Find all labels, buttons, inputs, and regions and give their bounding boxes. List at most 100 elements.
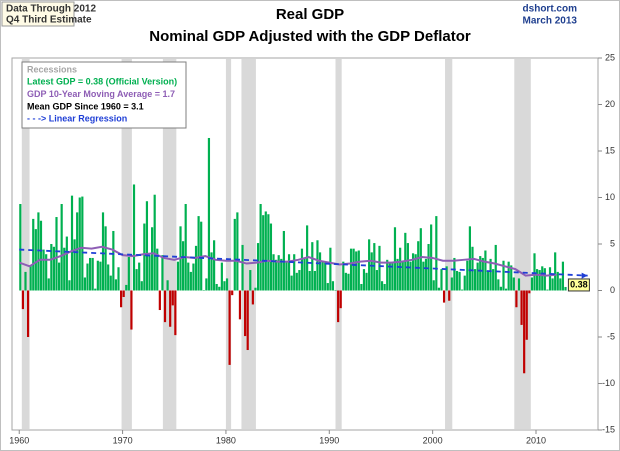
recession-band: [225, 59, 232, 429]
recession-band: [241, 59, 256, 429]
source-line: March 2013: [523, 16, 578, 27]
bar: [316, 240, 319, 291]
bar: [65, 236, 68, 291]
bar: [546, 289, 549, 291]
bar: [442, 290, 446, 303]
bar: [280, 258, 283, 291]
bar: [507, 261, 510, 291]
bar: [466, 260, 469, 291]
bar: [329, 247, 332, 291]
bar: [318, 252, 322, 291]
bar: [293, 254, 296, 291]
bar: [112, 230, 115, 291]
bar: [564, 286, 567, 291]
bar: [450, 277, 453, 291]
bar: [176, 261, 180, 291]
recession-band: [335, 59, 342, 429]
bar: [277, 255, 280, 291]
bar: [300, 248, 304, 291]
legend-entry: - - -> Linear Regression: [27, 114, 127, 124]
bar: [525, 290, 528, 340]
bar: [326, 283, 329, 291]
bar: [256, 243, 260, 291]
bar: [140, 281, 143, 291]
bar: [182, 241, 185, 291]
bar: [156, 248, 159, 291]
bar: [275, 259, 278, 291]
bar: [151, 227, 154, 291]
bar: [489, 258, 492, 291]
bar: [484, 250, 487, 291]
bar: [515, 290, 518, 308]
bar: [355, 251, 358, 291]
bar: [448, 290, 451, 301]
bar: [153, 194, 156, 291]
bar: [533, 253, 536, 291]
y-tick-label: 10: [605, 192, 615, 202]
bar: [344, 272, 347, 291]
bar: [463, 275, 466, 291]
bar: [424, 258, 428, 291]
line: [18, 245, 557, 277]
bar: [334, 290, 337, 291]
bar: [233, 218, 236, 291]
bar: [285, 261, 288, 291]
bar: [476, 262, 479, 291]
bar: [541, 266, 544, 291]
bar: [238, 290, 242, 320]
bar: [481, 257, 484, 291]
bar: [510, 265, 513, 291]
bar: [380, 281, 384, 291]
bar: [109, 275, 112, 291]
bar: [409, 261, 412, 291]
bar: [57, 262, 61, 291]
bar: [502, 260, 505, 291]
bar: [117, 267, 120, 291]
bar: [362, 269, 366, 291]
x-tick-label: 2000: [423, 435, 443, 445]
bar: [349, 248, 353, 291]
bar: [342, 261, 345, 291]
bar: [453, 257, 456, 291]
bar: [101, 212, 105, 291]
bar: [411, 253, 415, 291]
bar: [414, 254, 417, 291]
bar: [187, 262, 190, 291]
bar: [68, 280, 71, 291]
bar: [417, 241, 420, 291]
bar: [419, 228, 422, 291]
bar: [458, 271, 461, 291]
bar: [45, 254, 48, 291]
bar: [437, 287, 440, 291]
bar: [91, 257, 94, 291]
bar: [96, 260, 99, 291]
bar: [246, 290, 249, 351]
bar: [236, 212, 239, 291]
bar: [19, 204, 22, 291]
bar: [551, 278, 554, 291]
bar: [81, 196, 84, 291]
bar: [130, 290, 133, 330]
bar: [538, 270, 541, 291]
bar: [143, 223, 146, 291]
bar: [202, 290, 205, 291]
legend-entry: GDP 10-Year Moving Average = 1.7: [27, 89, 175, 99]
bar: [290, 275, 293, 291]
bar: [370, 252, 373, 291]
legend-box: [21, 61, 187, 129]
bar: [517, 278, 521, 291]
bar: [262, 215, 265, 291]
regression-line: [19, 248, 588, 277]
bar: [360, 283, 363, 291]
bar: [251, 290, 254, 305]
bar: [223, 281, 226, 291]
bar: [499, 286, 503, 291]
bar: [86, 263, 89, 291]
bar: [352, 248, 355, 291]
bar: [78, 197, 81, 291]
bar: [347, 273, 350, 291]
chart-subtitle: Nominal GDP Adjusted with the GDP Deflat…: [149, 28, 471, 45]
bar: [104, 226, 107, 291]
recession-band: [121, 59, 132, 429]
bar: [473, 269, 477, 291]
